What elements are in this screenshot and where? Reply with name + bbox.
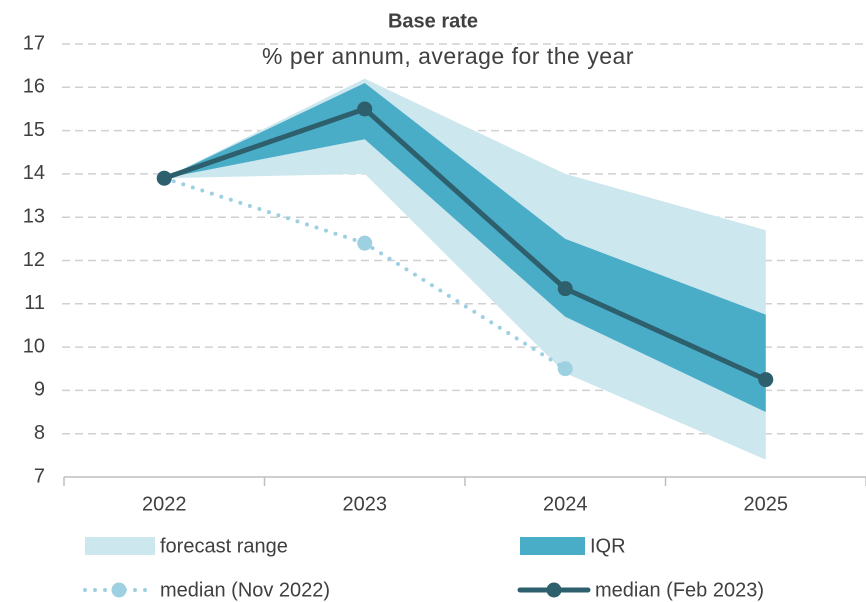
median-point — [357, 235, 373, 251]
median-point — [156, 170, 172, 186]
median-line — [161, 106, 769, 383]
median-point — [758, 372, 774, 388]
legend-swatch — [85, 537, 155, 555]
x-tick-label: 2023 — [343, 493, 388, 515]
band-area — [164, 82, 766, 413]
y-tick-label: 16 — [23, 76, 45, 98]
median-point — [557, 361, 573, 377]
y-tick-label: 14 — [23, 162, 45, 184]
legend-marker — [111, 582, 127, 598]
y-tick-label: 10 — [23, 335, 45, 357]
median-point — [557, 281, 573, 297]
y-tick-label: 12 — [23, 249, 45, 271]
x-tick-label: 2022 — [142, 493, 187, 515]
legend-swatch — [520, 537, 585, 555]
y-tick-label: 8 — [34, 422, 45, 444]
x-tick-label: 2024 — [543, 493, 588, 515]
band-area — [164, 78, 766, 460]
x-tick-label: 2025 — [744, 493, 789, 515]
legend-label: IQR — [590, 535, 626, 557]
y-tick-label: 9 — [34, 379, 45, 401]
chart-title: Base rate — [388, 10, 478, 32]
y-tick-label: 13 — [23, 205, 45, 227]
legend-label: median (Nov 2022) — [160, 579, 330, 601]
legend-marker — [546, 582, 562, 598]
legend-label: forecast range — [160, 535, 288, 557]
y-tick-label: 15 — [23, 119, 45, 141]
median-point — [357, 101, 373, 117]
legend-label: median (Feb 2023) — [595, 579, 764, 601]
y-tick-label: 7 — [34, 465, 45, 487]
chart-subtitle: % per annum, average for the year — [262, 43, 634, 69]
y-tick-label: 17 — [23, 32, 45, 54]
y-tick-label: 11 — [24, 292, 45, 314]
